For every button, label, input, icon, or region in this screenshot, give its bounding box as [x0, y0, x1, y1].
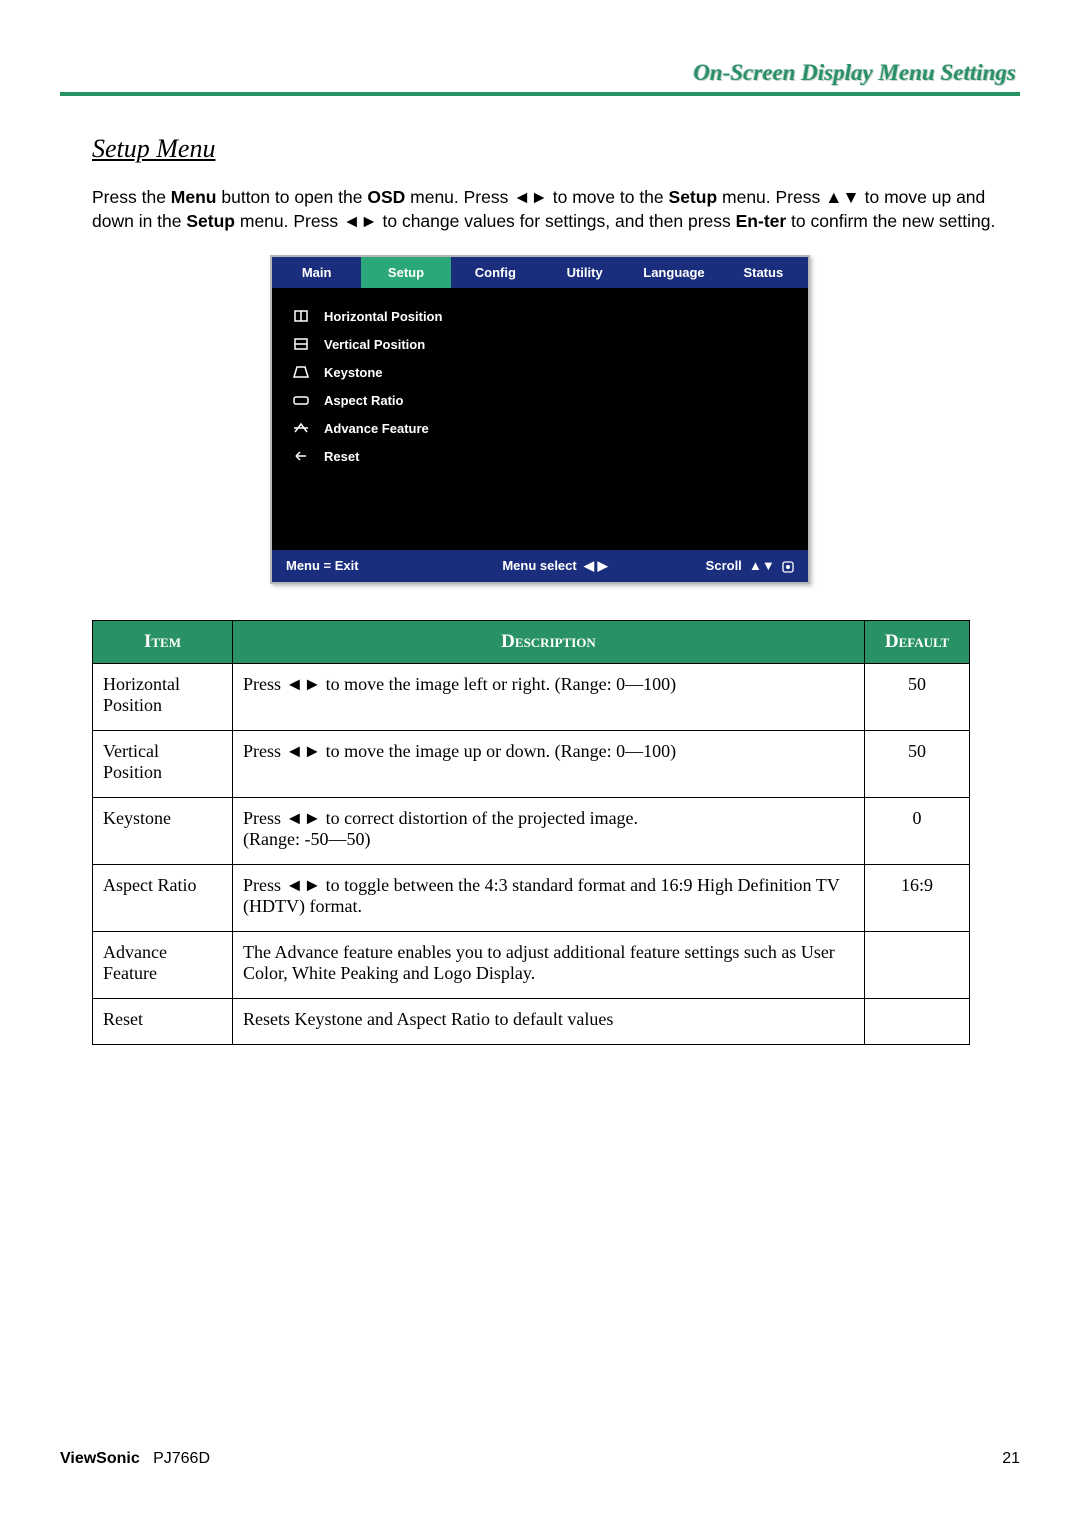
cell-item: Advance Feature	[93, 932, 233, 999]
header-title: On-Screen Display Menu Settings	[60, 60, 1020, 92]
osd-footer-select: Menu select ◀ ▶	[465, 558, 644, 574]
arrows-ud-icon: ▲▼	[749, 558, 775, 573]
osd-item-label: Vertical Position	[324, 337, 425, 352]
arrows-ud-icon: ▲▼	[825, 187, 860, 207]
reset-icon	[292, 448, 310, 464]
osd-item-advance[interactable]: Advance Feature	[292, 414, 794, 442]
page-footer: ViewSonic PJ766D 21	[60, 1450, 1020, 1468]
table-row: Aspect RatioPress ◄► to toggle between t…	[93, 865, 970, 932]
osd-tab-bar: Main Setup Config Utility Language Statu…	[272, 257, 808, 288]
cell-description: Press ◄► to toggle between the 4:3 stand…	[233, 865, 865, 932]
cell-description: The Advance feature enables you to adjus…	[233, 932, 865, 999]
arrows-lr-icon: ◄►	[513, 187, 548, 207]
osd-tab-config[interactable]: Config	[451, 257, 540, 288]
table-row: Vertical PositionPress ◄► to move the im…	[93, 731, 970, 798]
table-row: ResetResets Keystone and Aspect Ratio to…	[93, 999, 970, 1045]
cell-description: Resets Keystone and Aspect Ratio to defa…	[233, 999, 865, 1045]
page-number: 21	[1002, 1450, 1020, 1468]
th-default: Default	[865, 621, 970, 664]
cell-description: Press ◄► to correct distortion of the pr…	[233, 798, 865, 865]
osd-item-keystone[interactable]: Keystone	[292, 358, 794, 386]
arrows-lr-icon: ◄►	[286, 808, 322, 828]
osd-footer-right-label: Scroll	[706, 558, 742, 573]
cell-default	[865, 999, 970, 1045]
intro-paragraph: Press the Menu button to open the OSD me…	[92, 186, 1014, 233]
arrows-lr-icon: ◄►	[286, 741, 322, 761]
intro-text: to change values for settings, and then …	[378, 211, 736, 231]
cell-description: Press ◄► to move the image up or down. (…	[233, 731, 865, 798]
osd-footer-mid-label: Menu select	[502, 558, 576, 573]
intro-text: to move to the	[548, 187, 669, 207]
osd-item-label: Keystone	[324, 365, 383, 380]
intro-text: to confirm the new setting.	[786, 211, 995, 231]
section-title: Setup Menu	[92, 134, 1020, 164]
settings-table: Item Description Default Horizontal Posi…	[92, 620, 970, 1045]
table-header-row: Item Description Default	[93, 621, 970, 664]
cell-item: Reset	[93, 999, 233, 1045]
osd-tab-utility[interactable]: Utility	[540, 257, 629, 288]
intro-bold-osd: OSD	[367, 187, 405, 207]
page: On-Screen Display Menu Settings Setup Me…	[60, 0, 1020, 1045]
osd-item-aspect[interactable]: Aspect Ratio	[292, 386, 794, 414]
intro-bold-menu: Menu	[171, 187, 217, 207]
intro-text: menu. Press	[235, 211, 343, 231]
vpos-icon	[292, 336, 310, 352]
arrows-lr-icon: ◄►	[286, 875, 322, 895]
intro-text: button to open the	[217, 187, 368, 207]
aspect-icon	[292, 392, 310, 408]
osd-footer-scroll: Scroll ▲▼	[645, 558, 794, 574]
keystone-icon	[292, 364, 310, 380]
osd-screenshot: Main Setup Config Utility Language Statu…	[270, 255, 810, 584]
osd-tab-status[interactable]: Status	[719, 257, 808, 288]
header-rule	[60, 92, 1020, 96]
osd-body: Horizontal Position Vertical Position Ke…	[272, 288, 808, 550]
cell-item: Vertical Position	[93, 731, 233, 798]
osd-item-label: Aspect Ratio	[324, 393, 403, 408]
osd-footer: Menu = Exit Menu select ◀ ▶ Scroll ▲▼	[272, 550, 808, 582]
cell-item: Aspect Ratio	[93, 865, 233, 932]
table-row: Horizontal PositionPress ◄► to move the …	[93, 664, 970, 731]
enter-icon	[782, 561, 794, 573]
osd-tab-main[interactable]: Main	[272, 257, 361, 288]
intro-bold-setup: Setup	[669, 187, 718, 207]
table-row: KeystonePress ◄► to correct distortion o…	[93, 798, 970, 865]
footer-left: ViewSonic PJ766D	[60, 1450, 210, 1468]
footer-model: PJ766D	[153, 1450, 210, 1467]
cell-item: Keystone	[93, 798, 233, 865]
intro-bold-setup2: Setup	[186, 211, 235, 231]
footer-brand: ViewSonic	[60, 1450, 140, 1467]
cell-default: 50	[865, 664, 970, 731]
osd-footer-exit: Menu = Exit	[286, 558, 465, 574]
cell-default: 0	[865, 798, 970, 865]
osd-item-vpos[interactable]: Vertical Position	[292, 330, 794, 358]
osd-tab-language[interactable]: Language	[629, 257, 718, 288]
osd-item-label: Reset	[324, 449, 359, 464]
intro-text: menu. Press	[405, 187, 513, 207]
arrows-lr-icon: ◄►	[286, 674, 322, 694]
cell-description: Press ◄► to move the image left or right…	[233, 664, 865, 731]
cell-default	[865, 932, 970, 999]
arrows-lr-icon: ◀ ▶	[584, 558, 608, 573]
cell-default: 50	[865, 731, 970, 798]
intro-text: menu. Press	[717, 187, 825, 207]
th-description: Description	[233, 621, 865, 664]
cell-item: Horizontal Position	[93, 664, 233, 731]
intro-bold-enter: En-ter	[736, 211, 787, 231]
osd-item-reset[interactable]: Reset	[292, 442, 794, 470]
osd-item-hpos[interactable]: Horizontal Position	[292, 302, 794, 330]
osd-item-label: Horizontal Position	[324, 309, 442, 324]
advance-icon	[292, 420, 310, 436]
osd-item-label: Advance Feature	[324, 421, 429, 436]
th-item: Item	[93, 621, 233, 664]
cell-default: 16:9	[865, 865, 970, 932]
arrows-lr-icon: ◄►	[343, 211, 378, 231]
intro-text: Press the	[92, 187, 171, 207]
osd-tab-setup[interactable]: Setup	[361, 257, 450, 288]
hpos-icon	[292, 308, 310, 324]
table-row: Advance FeatureThe Advance feature enabl…	[93, 932, 970, 999]
